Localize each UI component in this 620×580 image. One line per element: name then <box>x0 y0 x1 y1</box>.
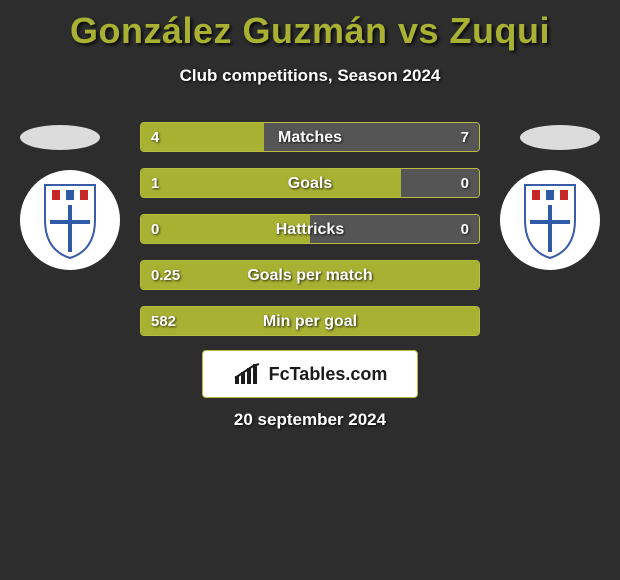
subtitle: Club competitions, Season 2024 <box>0 66 620 86</box>
player-avatar-right <box>520 125 600 150</box>
stat-row: 00Hattricks <box>140 214 480 244</box>
comparison-card: González Guzmán vs Zuqui Club competitio… <box>0 0 620 580</box>
date-label: 20 september 2024 <box>0 410 620 430</box>
shield-icon <box>520 180 580 260</box>
page-title: González Guzmán vs Zuqui <box>0 0 620 52</box>
stat-row: 10Goals <box>140 168 480 198</box>
brand-text: FcTables.com <box>269 364 388 385</box>
shield-icon <box>40 180 100 260</box>
stat-name: Goals per match <box>141 261 479 290</box>
player-avatar-left <box>20 125 100 150</box>
team-badge-left <box>20 170 120 270</box>
stat-name: Goals <box>141 169 479 198</box>
stat-name: Hattricks <box>141 215 479 244</box>
stat-row: 582Min per goal <box>140 306 480 336</box>
stat-name: Matches <box>141 123 479 152</box>
stat-row: 0.25Goals per match <box>140 260 480 290</box>
stat-row: 47Matches <box>140 122 480 152</box>
brand-box: FcTables.com <box>202 350 418 398</box>
team-badge-right <box>500 170 600 270</box>
stat-bars: 47Matches 10Goals 00Hattricks 0.25Goals per… <box>140 122 480 352</box>
bar-chart-icon <box>233 362 263 386</box>
stat-name: Min per goal <box>141 307 479 336</box>
